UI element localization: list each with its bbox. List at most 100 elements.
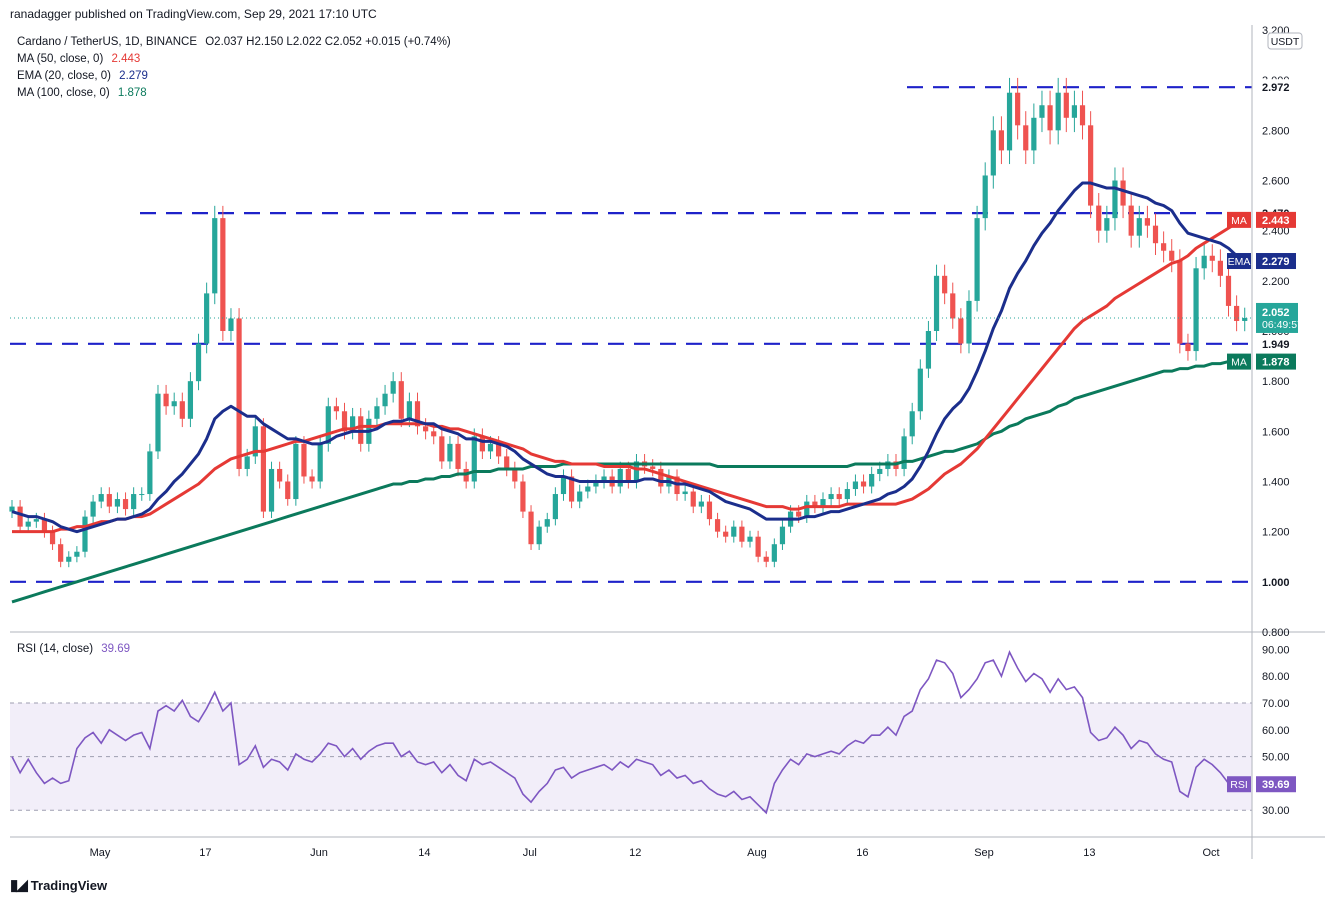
candle-body (1006, 92, 1013, 151)
price-tick-label: 1.800 (1262, 376, 1290, 388)
candle-body (1047, 105, 1053, 131)
candle-body (1185, 343, 1191, 352)
time-tick-label: 14 (418, 847, 430, 859)
candle-body (933, 275, 940, 331)
time-tick-label: May (90, 847, 111, 859)
candle-body (171, 401, 177, 407)
candle-body (90, 501, 96, 517)
candle-body (796, 511, 802, 517)
candle-body (122, 499, 129, 510)
price-tick-label: 0.800 (1262, 627, 1290, 639)
candle-body (706, 501, 713, 520)
candle-body (1104, 218, 1110, 231)
ema20-value: 2.279 (119, 70, 148, 82)
candle-body (49, 531, 56, 545)
ma100-value: 1.878 (117, 87, 147, 99)
price-tick-label: 1.200 (1262, 527, 1290, 539)
candle-body (982, 175, 988, 219)
candle-body (1031, 117, 1037, 151)
ema20-label: EMA (20, close, 0) (17, 70, 111, 82)
ma50-row[interactable]: MA (50, close, 0) 2.443 (17, 51, 451, 68)
publisher-line: ranadagger published on TradingView.com,… (10, 7, 377, 21)
candle-body (1055, 92, 1061, 131)
candle-body (755, 536, 761, 557)
ma100-row[interactable]: MA (100, close, 0) 1.878 (17, 85, 451, 102)
candle-body (577, 491, 583, 502)
tradingview-logo[interactable]: ▮◢ TradingView (10, 876, 107, 894)
price-tick-label: 2.400 (1262, 226, 1290, 238)
support-resistance-levels (10, 86, 1252, 583)
rsi-label: RSI (14, close) (17, 643, 94, 655)
candle-body (731, 526, 737, 537)
candle-body (1063, 92, 1069, 118)
candle-body (17, 506, 23, 527)
rsi-line (11, 650, 1246, 815)
candle-body (131, 494, 137, 510)
candle-body (901, 436, 907, 469)
candle-body (593, 481, 599, 487)
candle-body (439, 436, 445, 462)
level-tag-text: 1.000 (1262, 577, 1290, 589)
candle-body (698, 501, 704, 507)
candle-body (804, 501, 810, 517)
time-tick-label: Sep (974, 847, 994, 859)
candle-body (779, 526, 786, 545)
candle-body (512, 468, 518, 482)
ema20-row[interactable]: EMA (20, close, 0) 2.279 (17, 68, 451, 85)
ma100-chip-text: MA (1231, 357, 1247, 369)
candle-body (966, 300, 972, 344)
time-tick-label: Aug (747, 847, 767, 859)
level-tag-text: 2.972 (1262, 82, 1290, 94)
symbol-row: Cardano / TetherUS, 1D, BINANCE O2.037 H… (17, 34, 451, 51)
rsi-tick-label: 90.00 (1262, 644, 1290, 656)
candle-body (690, 491, 696, 507)
ma50-line (12, 218, 1246, 534)
last-price-tag-box (1256, 302, 1298, 333)
candle-body (414, 401, 421, 427)
candle-body (82, 516, 88, 552)
candle-body (723, 531, 729, 537)
ma100-chip-box (1227, 353, 1251, 370)
candle-body (260, 426, 267, 512)
candle-body (836, 494, 842, 500)
candle-body (325, 406, 331, 444)
moving-averages (10, 181, 1252, 604)
price-tick-label: 2.800 (1262, 125, 1290, 137)
candle-body (147, 451, 153, 495)
ma50-value: 2.443 (111, 53, 141, 65)
candle-body (74, 551, 80, 557)
ma50-chip-text: MA (1231, 215, 1247, 227)
candle-body (942, 275, 948, 294)
candle-body (917, 368, 923, 412)
candle-body (33, 519, 39, 522)
rsi-legend[interactable]: RSI (14, close) 39.69 (17, 643, 130, 655)
candle-body (139, 494, 145, 496)
time-tick-label: Oct (1203, 847, 1220, 859)
price-tick-label: 2.200 (1262, 276, 1290, 288)
candle-body (1096, 205, 1102, 231)
candle-body (423, 426, 429, 432)
candle-body (812, 501, 818, 507)
candle-body (447, 443, 453, 462)
rsi-chip-box (1227, 776, 1251, 793)
candle-body (341, 411, 348, 432)
level-tag-box (1256, 335, 1296, 352)
last-price-tag-text: 2.052 (1262, 307, 1290, 319)
candle-body (106, 494, 112, 507)
candle-body (496, 443, 502, 457)
candle-body (431, 431, 437, 437)
rsi-tick-label: 50.00 (1262, 752, 1290, 764)
candle-body (1152, 225, 1159, 244)
candle-body (293, 443, 299, 500)
candle-body (552, 494, 558, 520)
candle-body (1169, 250, 1175, 261)
candle-body (820, 499, 826, 507)
candle-body (771, 544, 777, 562)
level-tag-text: 1.949 (1262, 339, 1290, 351)
time-tick-label: 16 (856, 847, 868, 859)
candle-body (958, 318, 964, 344)
time-tick-label: 13 (1083, 847, 1095, 859)
ma50-chip-box (1227, 211, 1251, 228)
candle-body (974, 218, 980, 301)
